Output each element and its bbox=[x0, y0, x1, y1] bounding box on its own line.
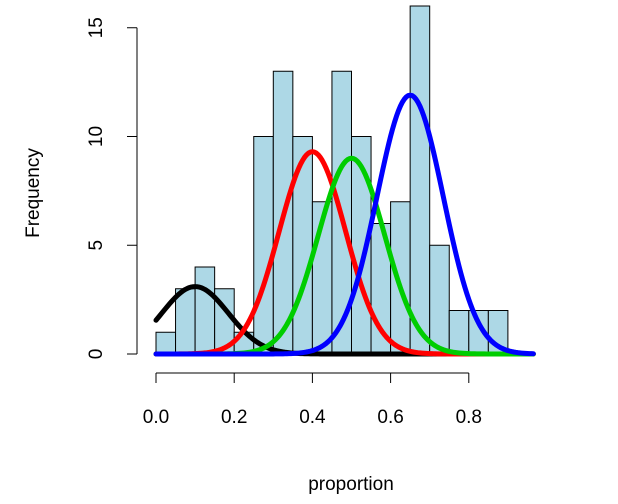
y-tick-label: 5 bbox=[86, 240, 107, 251]
x-tick-label: 0.0 bbox=[143, 407, 169, 428]
y-tick-label: 15 bbox=[86, 17, 107, 38]
y-axis: 0 5 10 15 bbox=[86, 17, 138, 360]
x-tick-label: 0.8 bbox=[456, 407, 482, 428]
x-tick-label: 0.6 bbox=[377, 407, 403, 428]
histogram-bar-0 bbox=[155, 331, 177, 355]
histogram-bar-5 bbox=[253, 136, 274, 355]
y-axis-title: Frequency bbox=[23, 148, 44, 238]
histogram-bar-12 bbox=[390, 201, 411, 355]
histogram-bar-14 bbox=[429, 244, 450, 355]
density-curves bbox=[153, 92, 536, 357]
y-tick-label: 0 bbox=[86, 349, 107, 360]
histogram-bar-15 bbox=[448, 310, 470, 355]
x-axis: 0.0 0.2 0.4 0.6 0.8 bbox=[143, 372, 482, 428]
histogram-bar-1 bbox=[175, 288, 196, 355]
y-tick-label: 10 bbox=[86, 126, 107, 147]
x-axis-title: proportion bbox=[308, 474, 394, 495]
x-tick-label: 0.2 bbox=[221, 407, 247, 428]
histogram-bar-13 bbox=[409, 5, 431, 355]
density-curve-3 bbox=[153, 92, 536, 357]
x-tick-label: 0.4 bbox=[299, 407, 326, 428]
histogram-bar-2 bbox=[194, 266, 216, 355]
